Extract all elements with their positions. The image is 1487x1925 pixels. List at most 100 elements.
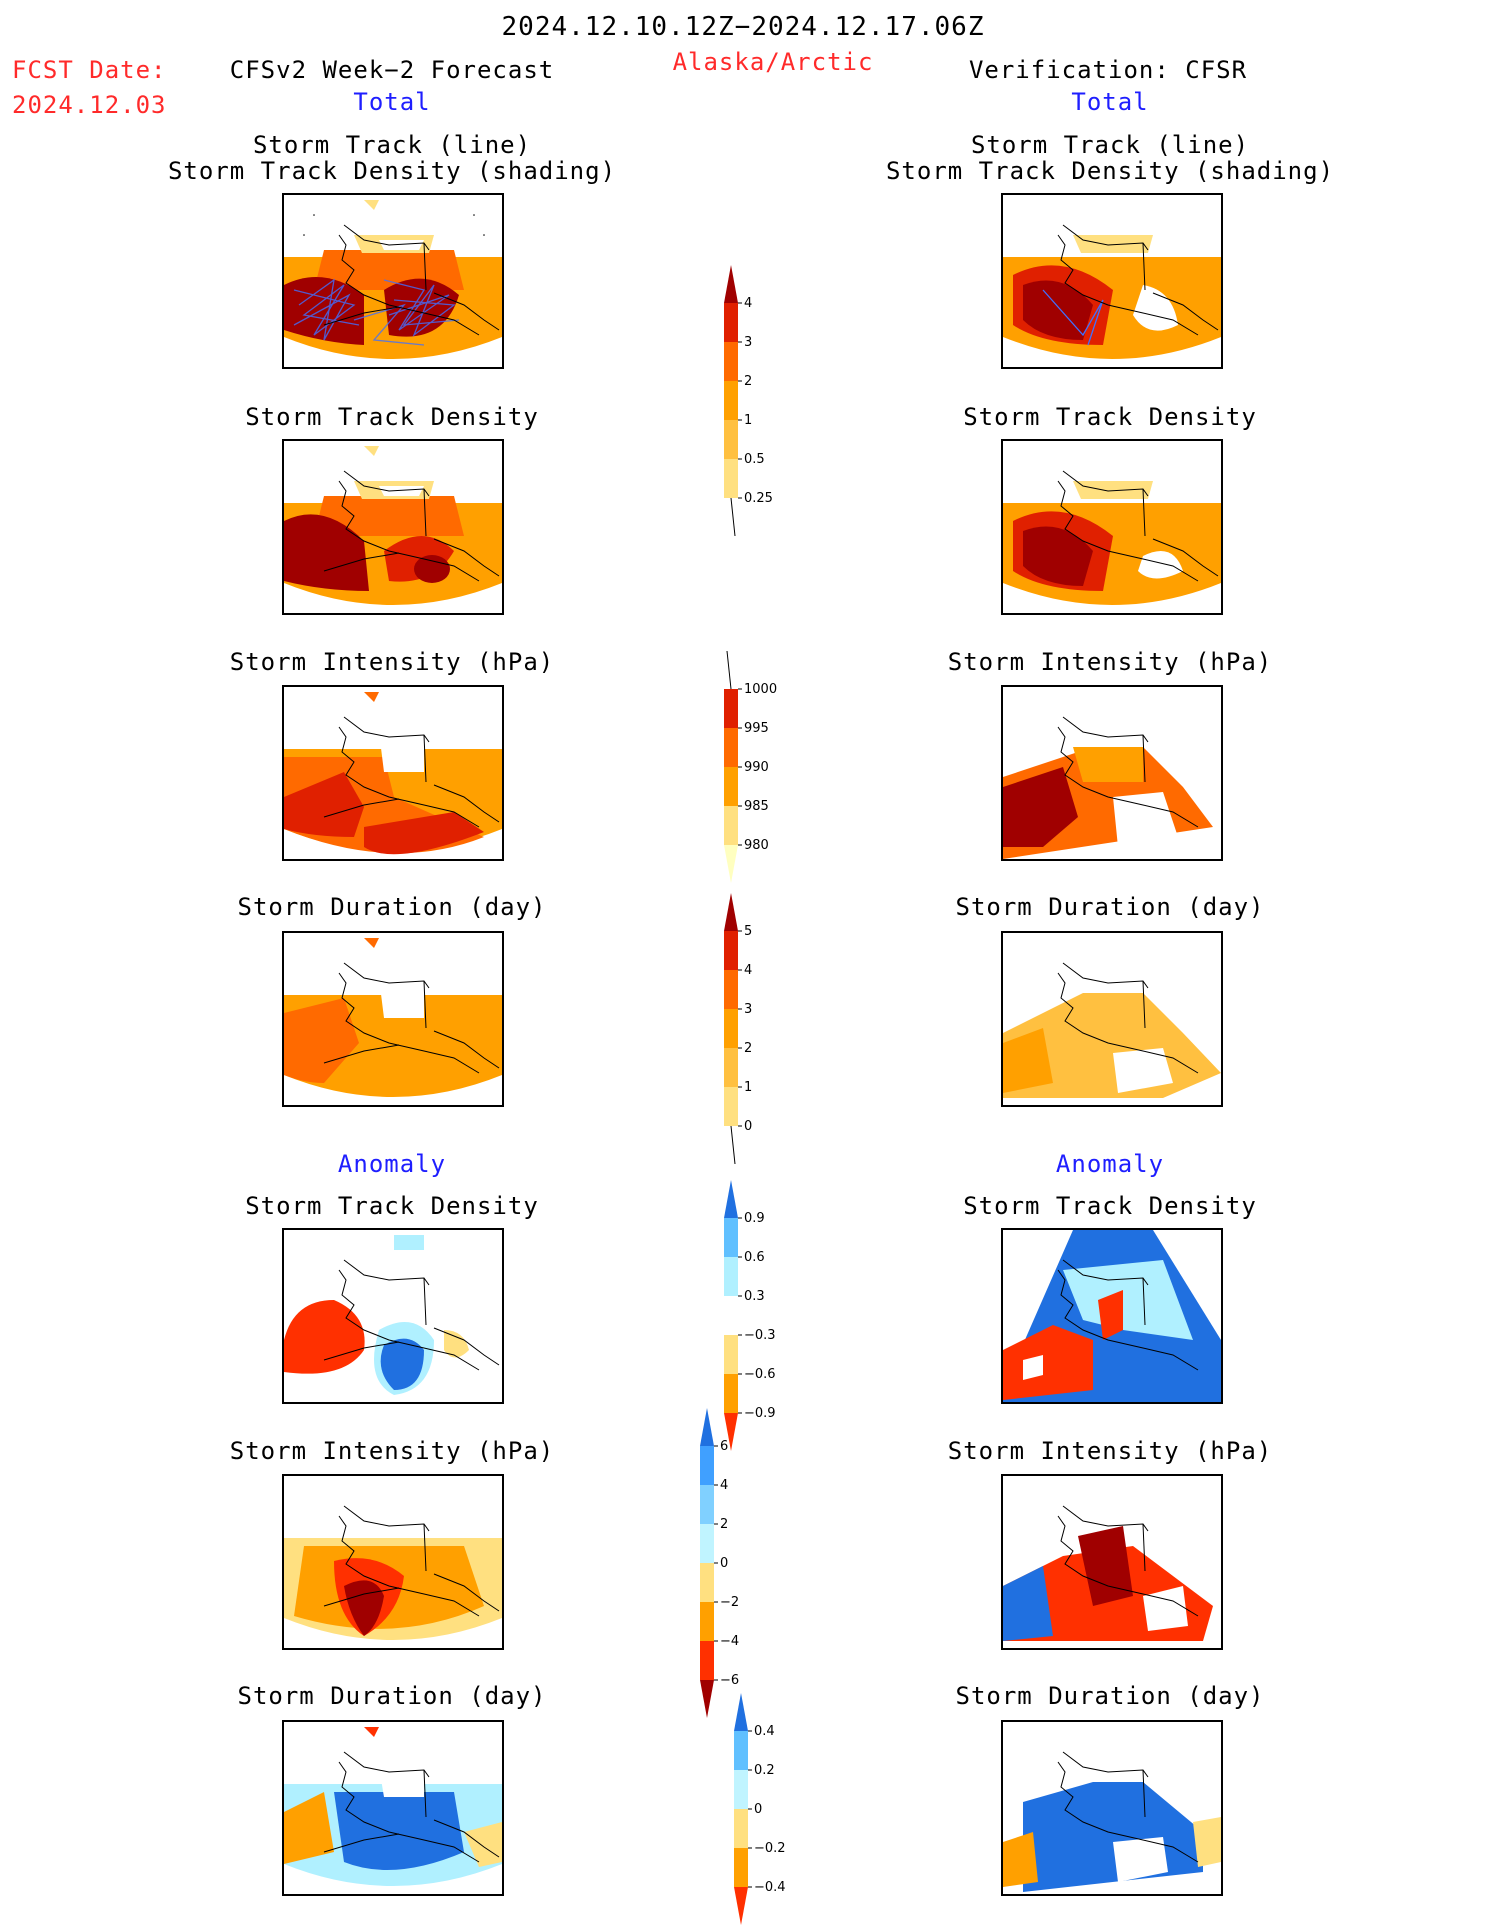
map-cfsr-track-density bbox=[1001, 439, 1223, 615]
right-track-line-title: Storm Track (line) bbox=[970, 131, 1250, 159]
colorbar-bottom-cap bbox=[724, 1413, 738, 1451]
right-density-title: Storm Track Density bbox=[963, 403, 1257, 431]
colorbar-segment bbox=[724, 1087, 738, 1126]
right-total-label: Total bbox=[1071, 88, 1149, 116]
colorbar-tick-label: 0.2 bbox=[754, 1763, 775, 1778]
map-fcst-intensity bbox=[282, 685, 504, 861]
colorbar-segment bbox=[724, 970, 738, 1009]
colorbar-segment bbox=[724, 767, 738, 806]
colorbar-tick-label: 2 bbox=[744, 374, 752, 389]
colorbar-tick-label: 3 bbox=[744, 335, 752, 350]
colorbar-tick-label: 6 bbox=[720, 1439, 728, 1454]
left-track-shading-title: Storm Track Density (shading) bbox=[167, 157, 617, 185]
colorbar-top-cap bbox=[724, 265, 738, 303]
map-fcst-anom-density bbox=[282, 1228, 504, 1404]
colorbar-tick-label: 0 bbox=[720, 1556, 728, 1571]
right-intensity-title: Storm Intensity (hPa) bbox=[947, 648, 1273, 676]
colorbar-density-total: 4 3 2 1 0.5 0.25 bbox=[724, 265, 794, 537]
colorbar-bottom-cap bbox=[700, 1680, 714, 1718]
colorbar-segment bbox=[724, 1296, 738, 1335]
right-column-title: Verification: CFSR bbox=[968, 56, 1248, 84]
colorbar-top-cap bbox=[734, 1693, 748, 1731]
map-cfsr-anom-intensity bbox=[1001, 1474, 1223, 1650]
colorbar-top-cap bbox=[700, 1408, 714, 1446]
left-anom-intensity-title: Storm Intensity (hPa) bbox=[229, 1437, 555, 1465]
colorbar-segment bbox=[724, 381, 738, 420]
period-title: 2024.12.10.12Z−2024.12.17.06Z bbox=[501, 12, 985, 42]
right-duration-title: Storm Duration (day) bbox=[955, 893, 1265, 921]
colorbar-tick-label: 980 bbox=[744, 838, 769, 853]
colorbar-segment bbox=[700, 1641, 714, 1680]
colorbar-duration-total: 5 4 3 2 1 0 bbox=[724, 893, 794, 1165]
colorbar-segment bbox=[734, 1770, 748, 1809]
colorbar-tick-label: 0.25 bbox=[744, 491, 773, 506]
left-total-label: Total bbox=[353, 88, 431, 116]
colorbar-top-cap bbox=[724, 893, 738, 931]
colorbar-tick-label: −4 bbox=[720, 1634, 739, 1649]
region-label: Alaska/Arctic bbox=[672, 48, 874, 76]
left-intensity-title: Storm Intensity (hPa) bbox=[229, 648, 555, 676]
colorbar-intensity-total: 1000 995 990 985 980 bbox=[724, 650, 794, 883]
colorbar-tick-label: −0.4 bbox=[754, 1880, 786, 1895]
colorbar-duration-anomaly: 0.4 0.2 0 −0.2 −0.4 bbox=[734, 1693, 804, 1925]
colorbar-tick-label: 2 bbox=[744, 1041, 752, 1056]
colorbar-segment bbox=[734, 1848, 748, 1887]
colorbar-segment bbox=[724, 931, 738, 970]
colorbar-intensity-anomaly: 6 4 2 0 −2 −4 −6 bbox=[700, 1408, 770, 1718]
colorbar-tick-label: −0.2 bbox=[754, 1841, 786, 1856]
colorbar-segment bbox=[724, 1257, 738, 1296]
colorbar-segment bbox=[724, 1218, 738, 1257]
map-cfsr-anom-density bbox=[1001, 1228, 1223, 1404]
colorbar-segment bbox=[734, 1809, 748, 1848]
right-anom-intensity-title: Storm Intensity (hPa) bbox=[947, 1437, 1273, 1465]
colorbar-tick-label: 0 bbox=[754, 1802, 762, 1817]
left-duration-title: Storm Duration (day) bbox=[237, 893, 547, 921]
colorbar-tick-label: −2 bbox=[720, 1595, 739, 1610]
colorbar-top-cap bbox=[726, 650, 732, 690]
colorbar-tick-label: −0.9 bbox=[744, 1406, 776, 1421]
left-density-title: Storm Track Density bbox=[245, 403, 539, 431]
map-cfsr-track-line bbox=[1001, 193, 1223, 369]
fcst-label: FCST Date: bbox=[12, 56, 167, 84]
colorbar-segment bbox=[700, 1524, 714, 1563]
colorbar-segment bbox=[724, 728, 738, 767]
left-anom-duration-title: Storm Duration (day) bbox=[237, 1682, 547, 1710]
colorbar-tick-label: 1 bbox=[744, 1080, 752, 1095]
map-fcst-anom-duration bbox=[282, 1720, 504, 1896]
colorbar-segment bbox=[724, 303, 738, 342]
colorbar-tick-label: 0.4 bbox=[754, 1724, 775, 1739]
left-anomaly-label: Anomaly bbox=[337, 1150, 447, 1178]
fcst-date: 2024.12.03 bbox=[12, 91, 167, 119]
colorbar-tick-label: −0.3 bbox=[744, 1328, 776, 1343]
colorbar-tick-label: 4 bbox=[744, 296, 752, 311]
right-track-shading-title: Storm Track Density (shading) bbox=[885, 157, 1335, 185]
colorbar-top-cap bbox=[724, 1180, 738, 1218]
colorbar-segment bbox=[724, 806, 738, 845]
colorbar-bottom-cap bbox=[734, 1887, 748, 1925]
colorbar-bottom-cap bbox=[730, 1125, 736, 1165]
colorbar-tick-label: 990 bbox=[744, 760, 769, 775]
right-anomaly-label: Anomaly bbox=[1055, 1150, 1165, 1178]
colorbar-segment bbox=[700, 1446, 714, 1485]
colorbar-tick-label: −0.6 bbox=[744, 1367, 776, 1382]
colorbar-segment bbox=[724, 459, 738, 498]
colorbar-tick-label: 0.9 bbox=[744, 1211, 765, 1226]
map-cfsr-intensity bbox=[1001, 685, 1223, 861]
colorbar-segment bbox=[724, 1009, 738, 1048]
right-anom-density-title: Storm Track Density bbox=[963, 1192, 1257, 1220]
colorbar-bottom-cap bbox=[724, 845, 738, 883]
colorbar-segment bbox=[724, 1335, 738, 1374]
colorbar-segment bbox=[724, 1374, 738, 1413]
colorbar-segment bbox=[700, 1602, 714, 1641]
map-cfsr-anom-duration bbox=[1001, 1720, 1223, 1896]
colorbar-tick-label: 985 bbox=[744, 799, 769, 814]
left-track-line-title: Storm Track (line) bbox=[252, 131, 532, 159]
colorbar-segment bbox=[724, 1048, 738, 1087]
left-anom-density-title: Storm Track Density bbox=[245, 1192, 539, 1220]
colorbar-tick-label: 1000 bbox=[744, 682, 777, 697]
colorbar-tick-label: 3 bbox=[744, 1002, 752, 1017]
colorbar-tick-label: 0.5 bbox=[744, 452, 765, 467]
right-anom-duration-title: Storm Duration (day) bbox=[955, 1682, 1265, 1710]
colorbar-tick-label: 0.3 bbox=[744, 1289, 765, 1304]
